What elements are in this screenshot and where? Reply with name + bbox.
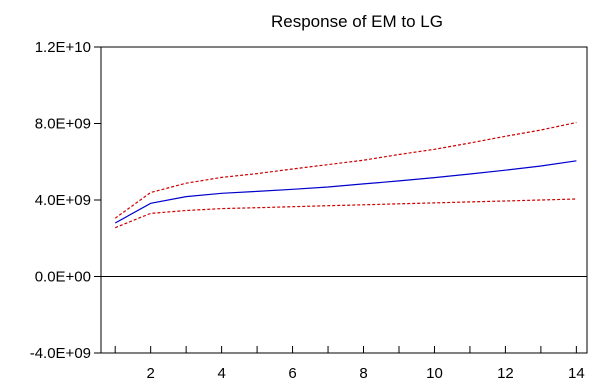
series-upper-band: [114, 121, 577, 219]
x-tick-label: 10: [426, 365, 443, 382]
y-tick-label: 4.0E+09: [35, 192, 91, 209]
y-tick-label: -4.0E+09: [30, 345, 91, 362]
y-axis: 1.2E+10 8.0E+09 4.0E+09 0.0E+00 -4.0E+09: [30, 39, 101, 362]
series-lower-band: [114, 198, 577, 229]
x-tick-label: 2: [146, 365, 154, 382]
chart-title: Response of EM to LG: [271, 12, 443, 31]
x-tick-label: 4: [217, 365, 225, 382]
plot-frame: [100, 46, 588, 354]
y-tick-label: 8.0E+09: [35, 116, 91, 133]
x-tick-label: 14: [568, 365, 585, 382]
series-response: [114, 160, 577, 224]
y-tick-label: 0.0E+00: [35, 269, 91, 286]
series-layer: [114, 121, 577, 229]
y-tick-label: 1.2E+10: [35, 39, 91, 56]
x-tick-label: 6: [288, 365, 296, 382]
x-axis: 2 4 6 8 10 12 14: [114, 346, 585, 382]
x-tick-label: 8: [359, 365, 367, 382]
x-tick-label: 12: [497, 365, 514, 382]
